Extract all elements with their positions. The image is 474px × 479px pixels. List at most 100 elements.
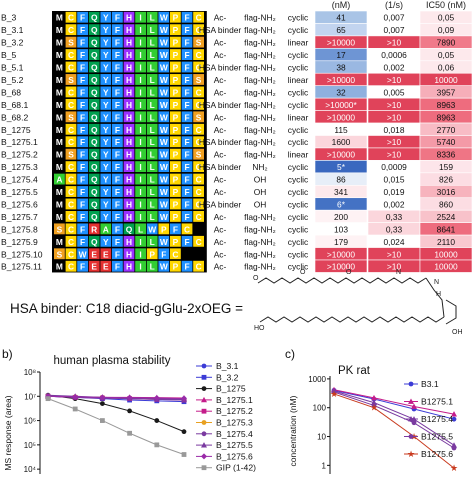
value-text: 65 bbox=[336, 25, 346, 35]
topology: cyclic bbox=[288, 162, 308, 172]
residue-cell bbox=[123, 74, 135, 85]
n-term: HSA binder bbox=[199, 100, 242, 110]
residue-letter: F bbox=[184, 125, 189, 135]
residue-cell bbox=[170, 248, 181, 260]
residue-letter: W bbox=[160, 50, 168, 60]
residue-cell bbox=[158, 248, 170, 260]
value-text: 0,33 bbox=[386, 212, 403, 222]
value-text: 0,019 bbox=[384, 187, 405, 197]
residue-cell bbox=[170, 123, 181, 135]
residue-letter: Q bbox=[91, 87, 98, 97]
residue-letter: L bbox=[150, 13, 155, 23]
panel-b-title: human plasma stability bbox=[54, 355, 171, 367]
row-name: B_1275.4 bbox=[1, 175, 38, 185]
residue-letter: L bbox=[150, 237, 155, 247]
residue-cell bbox=[54, 86, 65, 98]
residue-letter: H bbox=[126, 25, 132, 35]
n-term: Ac- bbox=[214, 38, 227, 48]
residue-letter: H bbox=[126, 112, 132, 122]
panel-b-point bbox=[127, 430, 132, 436]
residue-cell bbox=[135, 49, 146, 60]
c-term: flag-NH₂ bbox=[244, 249, 276, 259]
residue-cell bbox=[123, 173, 135, 185]
value-text: >10 bbox=[387, 75, 402, 85]
residue-cell bbox=[54, 98, 65, 110]
residue-letter: F bbox=[80, 262, 85, 272]
residue-cell bbox=[146, 98, 158, 110]
residue-letter: I bbox=[139, 237, 141, 247]
row-name: B_5.2 bbox=[1, 75, 24, 85]
n-term: HSA binder bbox=[199, 63, 242, 73]
panel-c-series-line bbox=[333, 393, 455, 469]
residue-letter: C bbox=[68, 25, 74, 35]
residue-letter: P bbox=[173, 150, 179, 160]
residue-cell bbox=[77, 98, 88, 110]
panel-b-label: b) bbox=[2, 347, 13, 361]
residue-cell bbox=[181, 61, 193, 73]
residue-letter: C bbox=[196, 50, 202, 60]
residue-letter: S bbox=[68, 75, 74, 85]
residue-letter: W bbox=[160, 150, 168, 160]
residue-cell bbox=[112, 173, 123, 185]
panel-c-point: ★ bbox=[450, 463, 458, 473]
residue-letter: W bbox=[160, 13, 168, 23]
residue-cell bbox=[146, 223, 158, 235]
residue-cell bbox=[65, 161, 77, 173]
value-cell bbox=[314, 259, 368, 273]
residue-cell bbox=[65, 211, 77, 222]
residue-letter: H bbox=[126, 262, 132, 272]
residue-cell bbox=[146, 148, 158, 160]
residue-letter: Y bbox=[103, 162, 109, 172]
residue-cell bbox=[100, 223, 112, 235]
residue-cell bbox=[146, 123, 158, 135]
panel-c-series-line bbox=[333, 389, 455, 420]
panel-c-point: ★ bbox=[330, 389, 338, 399]
residue-letter: F bbox=[115, 212, 120, 222]
residue-letter: C bbox=[196, 187, 202, 197]
residue-cell bbox=[112, 61, 123, 73]
residue-letter: I bbox=[139, 187, 141, 197]
value-text: >10000 bbox=[327, 112, 356, 122]
residue-letter: S bbox=[196, 150, 202, 160]
residue-letter: Y bbox=[103, 212, 109, 222]
residue-letter: I bbox=[139, 112, 141, 122]
residue-cell bbox=[77, 161, 88, 173]
residue-letter: I bbox=[139, 262, 141, 272]
residue-cell bbox=[193, 148, 204, 160]
panel-c-legend-label: B1275.4 bbox=[421, 414, 453, 424]
topology: cyclic bbox=[288, 212, 308, 222]
residue-letter: H bbox=[126, 125, 132, 135]
residue-letter: F bbox=[184, 112, 189, 122]
residue-cell bbox=[54, 123, 65, 135]
panel-c-y-tick-label: 1 bbox=[322, 461, 327, 470]
panel-b-legend-marker bbox=[201, 408, 207, 414]
residue-cell bbox=[170, 49, 181, 60]
residue-cell bbox=[77, 235, 88, 247]
panel-b-point bbox=[99, 394, 106, 401]
residue-cell bbox=[54, 24, 65, 36]
residue-cell bbox=[65, 111, 77, 123]
residue-cell bbox=[193, 11, 204, 23]
value-text: 0,015 bbox=[384, 175, 405, 185]
residue-cell bbox=[77, 248, 88, 260]
residue-cell bbox=[170, 161, 181, 173]
value-text: 6* bbox=[337, 199, 346, 209]
value-text: 0,06 bbox=[438, 63, 455, 73]
panel-b-point bbox=[181, 395, 187, 402]
value-text: >10 bbox=[387, 38, 402, 48]
residue-cell bbox=[100, 11, 112, 23]
residue-letter: M bbox=[56, 162, 63, 172]
value-text: 3957 bbox=[437, 87, 456, 97]
residue-cell bbox=[193, 260, 204, 272]
residue-letter: M bbox=[56, 25, 63, 35]
residue-cell bbox=[54, 211, 65, 222]
residue-letter: F bbox=[80, 199, 85, 209]
residue-cell bbox=[135, 74, 146, 85]
residue-letter: F bbox=[80, 13, 85, 23]
topology: cyclic bbox=[288, 187, 308, 197]
value-text: 0,09 bbox=[438, 25, 455, 35]
residue-cell bbox=[65, 148, 77, 160]
value-text: >10000* bbox=[325, 100, 357, 110]
value-text: 0,0006 bbox=[381, 50, 407, 60]
